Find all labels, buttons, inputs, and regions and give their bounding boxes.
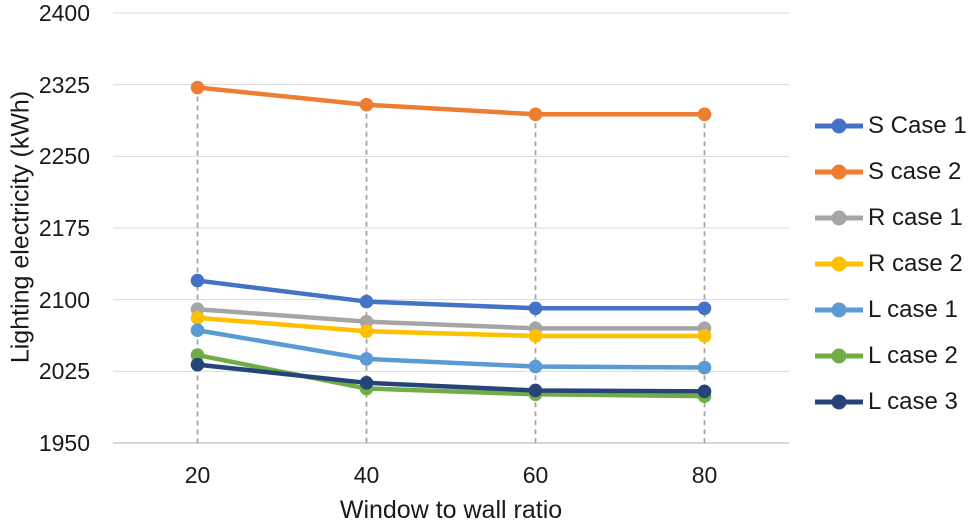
- y-tick-label: 2325: [38, 71, 90, 98]
- y-tick-label: 1950: [38, 430, 90, 456]
- data-point-s-case-1: [528, 301, 543, 316]
- y-tick-label: 2175: [38, 215, 90, 241]
- y-tick-label: 2100: [38, 286, 90, 313]
- data-point-s-case-1: [697, 301, 712, 316]
- legend-item-label: S case 2: [868, 158, 962, 185]
- data-point-r-case-2: [697, 329, 712, 343]
- data-point-s-case-2: [190, 80, 205, 95]
- data-point-s-case-1: [359, 294, 374, 309]
- x-tick-label: 20: [184, 462, 211, 488]
- series-r-case-2: [190, 311, 712, 343]
- data-point-s-case-2: [359, 97, 374, 112]
- data-point-l-case-1: [697, 360, 712, 375]
- legend-marker-icon: [815, 210, 863, 226]
- data-point-r-case-1: [359, 314, 374, 329]
- series-s-case-2: [190, 80, 712, 122]
- x-axis-title: Window to wall ratio: [339, 496, 563, 524]
- legend-marker-icon: [815, 256, 863, 272]
- y-tick-label: 2400: [38, 0, 90, 26]
- legend-item-l-case-2: L case 2: [814, 333, 969, 379]
- x-tick-label: 80: [691, 462, 718, 488]
- data-point-s-case-2: [528, 107, 543, 122]
- data-point-l-case-1: [190, 323, 205, 338]
- data-point-r-case-2: [359, 324, 374, 339]
- legend-item-label: L case 2: [868, 342, 958, 369]
- series-s-case-1: [190, 273, 712, 316]
- data-point-l-case-3: [190, 357, 205, 372]
- legend-item-label: L case 3: [868, 388, 958, 415]
- gridlines: [113, 12, 789, 444]
- legend-marker-icon: [815, 164, 863, 180]
- series-l-case-3: [190, 357, 712, 399]
- data-point-l-case-3: [359, 376, 374, 390]
- legend-item-r-case-2: R case 2: [814, 241, 969, 287]
- data-point-l-case-2: [190, 348, 205, 362]
- legend-item-l-case-3: L case 3: [814, 379, 969, 425]
- data-point-l-case-1: [528, 359, 543, 374]
- legend-item-label: S Case 1: [868, 112, 967, 139]
- legend-marker-icon: [815, 118, 863, 134]
- series-l-case-2: [190, 348, 712, 403]
- legend: S Case 1 S case 2 R case 1 R case 2 L case 1…: [814, 103, 969, 425]
- data-point-r-case-2: [190, 311, 205, 325]
- legend-item-l-case-1: L case 1: [814, 287, 969, 333]
- series-l-case-1: [190, 323, 712, 375]
- legend-item-r-case-1: R case 1: [814, 195, 969, 241]
- data-point-l-case-3: [528, 383, 543, 398]
- legend-marker-icon: [815, 348, 863, 364]
- legend-marker-icon: [815, 302, 863, 318]
- data-point-s-case-1: [190, 273, 205, 288]
- legend-item-label: L case 1: [868, 296, 958, 323]
- legend-item-label: R case 1: [868, 204, 963, 231]
- x-tick-label: 40: [353, 462, 380, 488]
- data-point-s-case-2: [697, 107, 712, 122]
- data-point-l-case-1: [359, 352, 374, 366]
- legend-marker-icon: [815, 394, 863, 410]
- y-tick-label: 2025: [38, 358, 90, 385]
- legend-item-s-case-2: S case 2: [814, 149, 969, 195]
- x-tick-label: 60: [522, 462, 549, 488]
- legend-item-label: R case 2: [868, 250, 963, 277]
- y-tick-label: 2250: [38, 143, 90, 170]
- data-point-l-case-3: [697, 384, 712, 399]
- data-point-r-case-2: [528, 329, 543, 343]
- legend-item-s-case-1: S Case 1: [814, 103, 969, 149]
